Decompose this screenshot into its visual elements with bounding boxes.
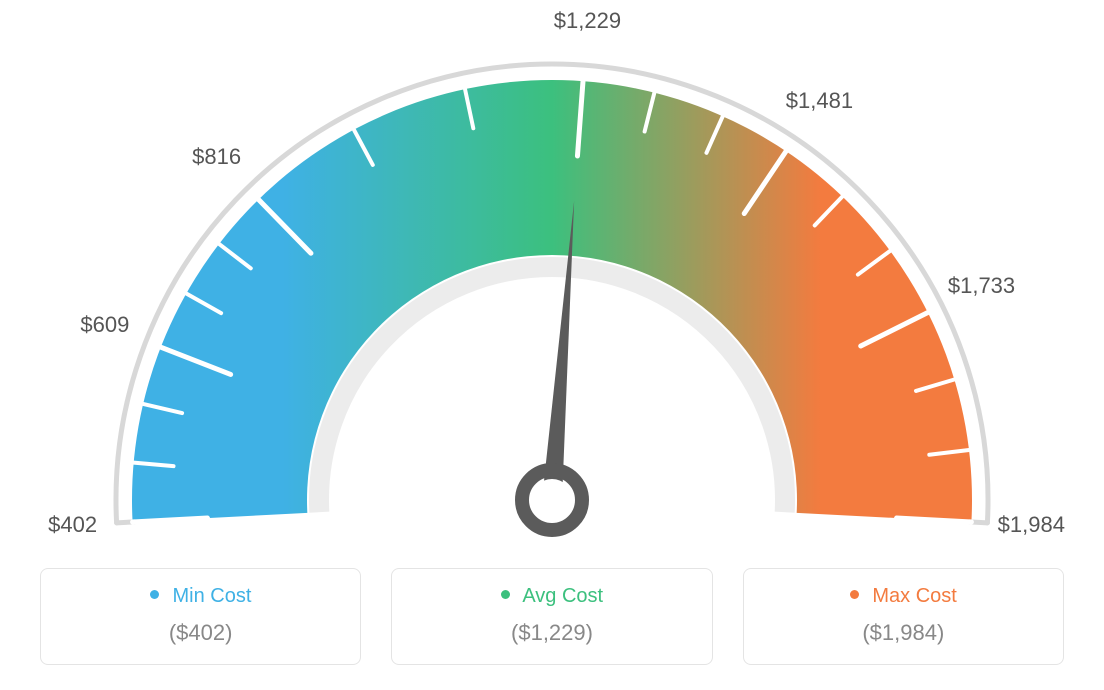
- card-max-label: Max Cost: [872, 585, 956, 607]
- card-max-title: Max Cost: [754, 585, 1053, 608]
- card-max-value: ($1,984): [754, 620, 1053, 646]
- legend-row: Min Cost ($402) Avg Cost ($1,229) Max Co…: [40, 568, 1064, 665]
- card-avg-title: Avg Cost: [402, 585, 701, 608]
- gauge-tick-label: $1,229: [554, 8, 621, 34]
- gauge-area: $402 $609 $816 $1,229 $1,481 $1,733 $1,984: [0, 0, 1104, 560]
- gauge-svg: [0, 0, 1104, 560]
- card-avg-label: Avg Cost: [522, 585, 603, 607]
- card-avg-value: ($1,229): [402, 620, 701, 646]
- card-min-label: Min Cost: [172, 585, 251, 607]
- dot-max-icon: [850, 590, 859, 599]
- card-avg-cost: Avg Cost ($1,229): [391, 568, 712, 665]
- gauge-tick-label: $816: [192, 144, 241, 170]
- gauge-tick-label: $402: [48, 512, 97, 538]
- card-min-title: Min Cost: [51, 585, 350, 608]
- gauge-tick-label: $1,733: [948, 273, 1015, 299]
- gauge-tick-label: $1,481: [786, 88, 853, 114]
- card-min-cost: Min Cost ($402): [40, 568, 361, 665]
- dot-min-icon: [150, 590, 159, 599]
- card-min-value: ($402): [51, 620, 350, 646]
- gauge-tick-label: $609: [80, 312, 129, 338]
- gauge-tick-label: $1,984: [998, 512, 1065, 538]
- dot-avg-icon: [501, 590, 510, 599]
- card-max-cost: Max Cost ($1,984): [743, 568, 1064, 665]
- cost-gauge-infographic: $402 $609 $816 $1,229 $1,481 $1,733 $1,984 Min…: [0, 0, 1104, 690]
